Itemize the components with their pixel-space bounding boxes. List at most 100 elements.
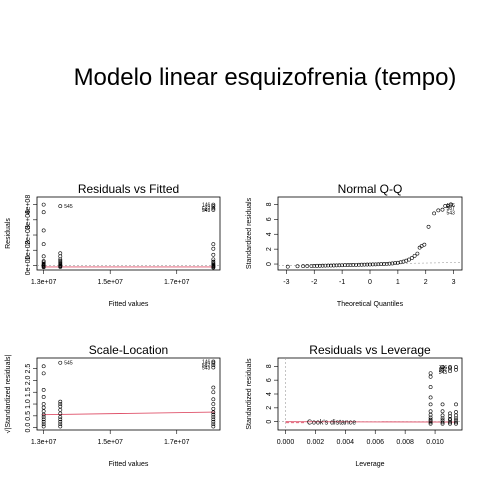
data-point [409,256,414,260]
outlier-label: 543 [446,211,455,217]
data-point [448,202,453,207]
data-point [211,412,216,417]
y-tick-label: 0e+00 [25,256,32,276]
y-tick-label: 0 [266,420,273,424]
data-point [356,262,361,267]
data-point [211,417,216,422]
y-tick-label: 0.0 [25,423,32,433]
outlier-label: 543 [439,370,448,376]
data-point [323,263,328,268]
data-point [211,208,216,212]
x-axis-label: Fitted values [109,461,149,468]
outlier-label: 146 [439,365,448,371]
data-point [41,424,46,429]
y-tick-label: 4 [266,392,273,396]
data-point [58,419,63,424]
data-point [454,402,458,407]
x-tick-label: 0.006 [366,439,384,446]
x-tick-label: -1 [339,279,345,286]
data-point [454,420,458,425]
data-point [407,257,411,262]
data-point [334,263,339,268]
y-tick-label: 2.5 [25,364,32,374]
data-point [370,262,375,267]
data-point [440,418,445,423]
data-point [348,263,353,267]
x-tick-label: 1.3e+07 [31,439,57,446]
data-point [315,263,319,268]
y-tick-label: 2e+08 [25,225,32,245]
x-tick-label: -2 [311,279,317,286]
x-tick-label: 0.010 [426,439,444,446]
outlier-label: 587 [439,367,448,373]
data-point [211,262,216,267]
data-point [454,416,458,421]
data-point [211,402,216,406]
y-tick-label: 4 [266,232,273,236]
data-point [393,261,397,266]
data-point [41,210,46,215]
data-point [41,254,46,259]
outlier-label: 545 [64,361,73,367]
data-point [415,251,420,256]
data-point [58,251,63,256]
x-axis-label: Theoretical Quantiles [337,301,404,308]
plot-frame [277,357,463,431]
data-point [41,415,46,419]
data-point [428,395,433,400]
data-point [454,410,458,414]
data-point [440,420,445,425]
data-point [211,363,216,367]
data-point [41,262,46,266]
data-point [301,264,305,269]
panel-3: Scale-Location 1.3e+07 1.5e+07 1.7e+07 0.0 0.… [4,343,221,468]
outlier-label: 587 [446,206,455,212]
data-point [448,366,452,371]
data-point [448,417,452,421]
x-tick-label: 0.004 [337,439,355,446]
x-tick-label: 0.000 [277,439,295,446]
data-point [211,365,216,370]
data-point [432,211,437,216]
data-point [379,262,384,267]
data-point [454,367,458,372]
y-tick-label: 0.5 [25,411,32,421]
data-point [436,208,441,213]
panel-title: Normal Q-Q [338,182,403,196]
data-point [309,264,314,268]
plot-frame [36,357,221,431]
data-point [58,404,63,409]
data-point [41,405,46,410]
data-point [320,263,325,268]
data-point [340,263,345,268]
data-point [41,202,46,207]
x-tick-label: 1.7e+07 [164,279,190,286]
data-point [454,418,458,423]
panel-title: Residuals vs Fitted [78,182,179,196]
data-point [312,264,317,268]
data-point [211,397,216,402]
y-tick-label: 1.0 [25,399,32,409]
data-point [41,387,46,392]
data-point [211,419,216,424]
x-tick-label: 1.3e+07 [31,279,57,286]
data-point [440,409,445,414]
data-point [295,264,300,269]
data-point [428,374,433,379]
y-tick-label: 8 [266,364,273,368]
panel-2: Normal Q-Q -3 -2 -1 0 1 2 3 0 2 4 6 8 Theoretical Qua… [246,182,463,308]
data-point [58,422,63,426]
data-point [428,417,433,422]
data-point [211,259,216,264]
data-point [211,242,216,247]
data-point [382,262,386,266]
data-point [211,415,216,419]
data-point [395,260,400,265]
data-point [41,260,46,265]
outlier-label: 587 [202,363,211,369]
data-point [211,206,216,211]
outlier-label: 543 [202,365,211,371]
data-point [58,261,63,266]
data-point [428,415,433,420]
